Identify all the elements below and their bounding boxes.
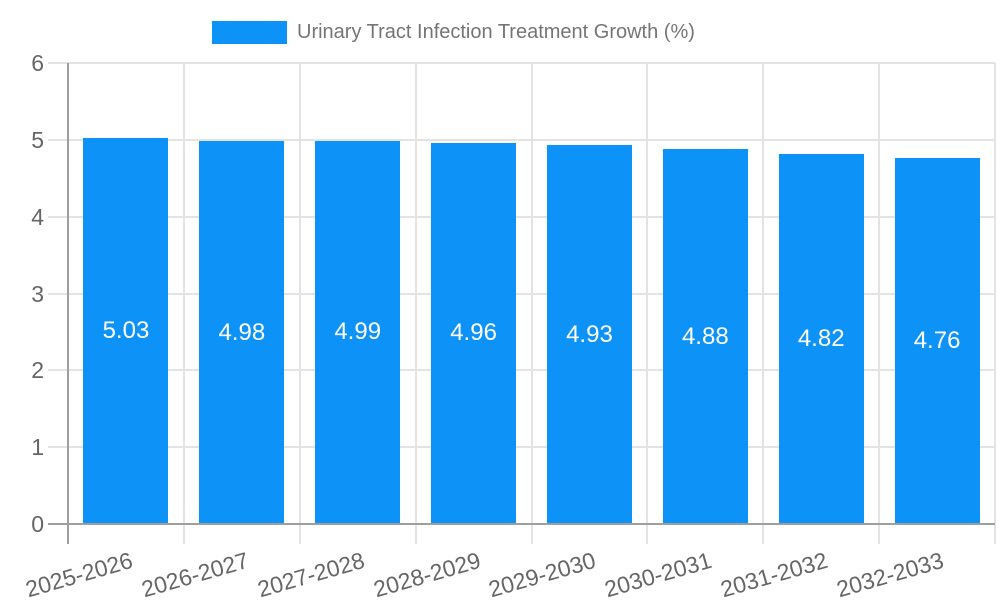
v-gridline [298,63,301,524]
bar [778,153,864,524]
x-axis-label: 2028-2029 [370,546,484,600]
bar-value-label: 4.99 [334,318,382,346]
x-axis-label: 2030-2031 [601,546,715,600]
y-axis-label: 0 [31,511,44,537]
v-gridline [878,63,881,524]
bar [431,142,517,524]
x-tick-mark [530,524,533,544]
bar [894,158,980,524]
bar [662,149,748,524]
bar [546,145,632,524]
y-tick-mark [48,369,68,372]
bar [83,137,169,524]
v-gridline [994,63,996,524]
legend-swatch-icon [212,20,287,44]
v-gridline [646,63,649,524]
y-axis-label: 5 [31,126,44,153]
y-tick-mark [48,446,68,449]
v-gridline [414,63,417,524]
bar-value-label: 5.03 [102,316,150,344]
x-axis-label: 2029-2030 [485,546,599,600]
bar [315,140,401,524]
y-tick-mark [48,292,68,295]
x-tick-mark [994,524,996,544]
x-axis-label: 2032-2033 [833,546,947,600]
y-tick-mark [48,138,68,141]
x-tick-mark [298,524,301,544]
x-axis-line [48,523,995,525]
x-axis-label: 2025-2026 [22,546,136,600]
y-axis-label: 1 [31,434,44,461]
legend-item[interactable]: Urinary Tract Infection Treatment Growth… [212,19,695,45]
x-axis-label: 2027-2028 [254,546,368,600]
y-axis-label: 2 [31,357,44,384]
legend-label: Urinary Tract Infection Treatment Growth… [297,21,695,43]
x-tick-mark [414,524,417,544]
bar-value-label: 4.96 [450,319,497,347]
y-axis-line [67,63,69,544]
bar-value-label: 4.88 [681,322,729,350]
v-gridline [762,63,765,524]
bar [199,141,285,524]
x-tick-mark [182,524,185,544]
x-axis-label: 2031-2032 [717,546,831,600]
v-gridline [530,63,533,524]
bar-value-label: 4.82 [797,324,845,352]
y-tick-mark [48,215,68,218]
bar-value-label: 4.76 [913,327,961,355]
v-gridline [182,63,185,524]
y-axis-label: 4 [31,203,44,230]
x-tick-mark [646,524,649,544]
y-tick-mark [48,62,68,64]
bar-value-label: 4.98 [218,318,266,346]
x-axis-label: 2026-2027 [138,546,252,600]
x-tick-mark [878,524,881,544]
y-axis-label: 6 [31,50,44,76]
bar-value-label: 4.93 [566,320,613,348]
y-axis-label: 3 [31,280,44,307]
x-tick-mark [762,524,765,544]
